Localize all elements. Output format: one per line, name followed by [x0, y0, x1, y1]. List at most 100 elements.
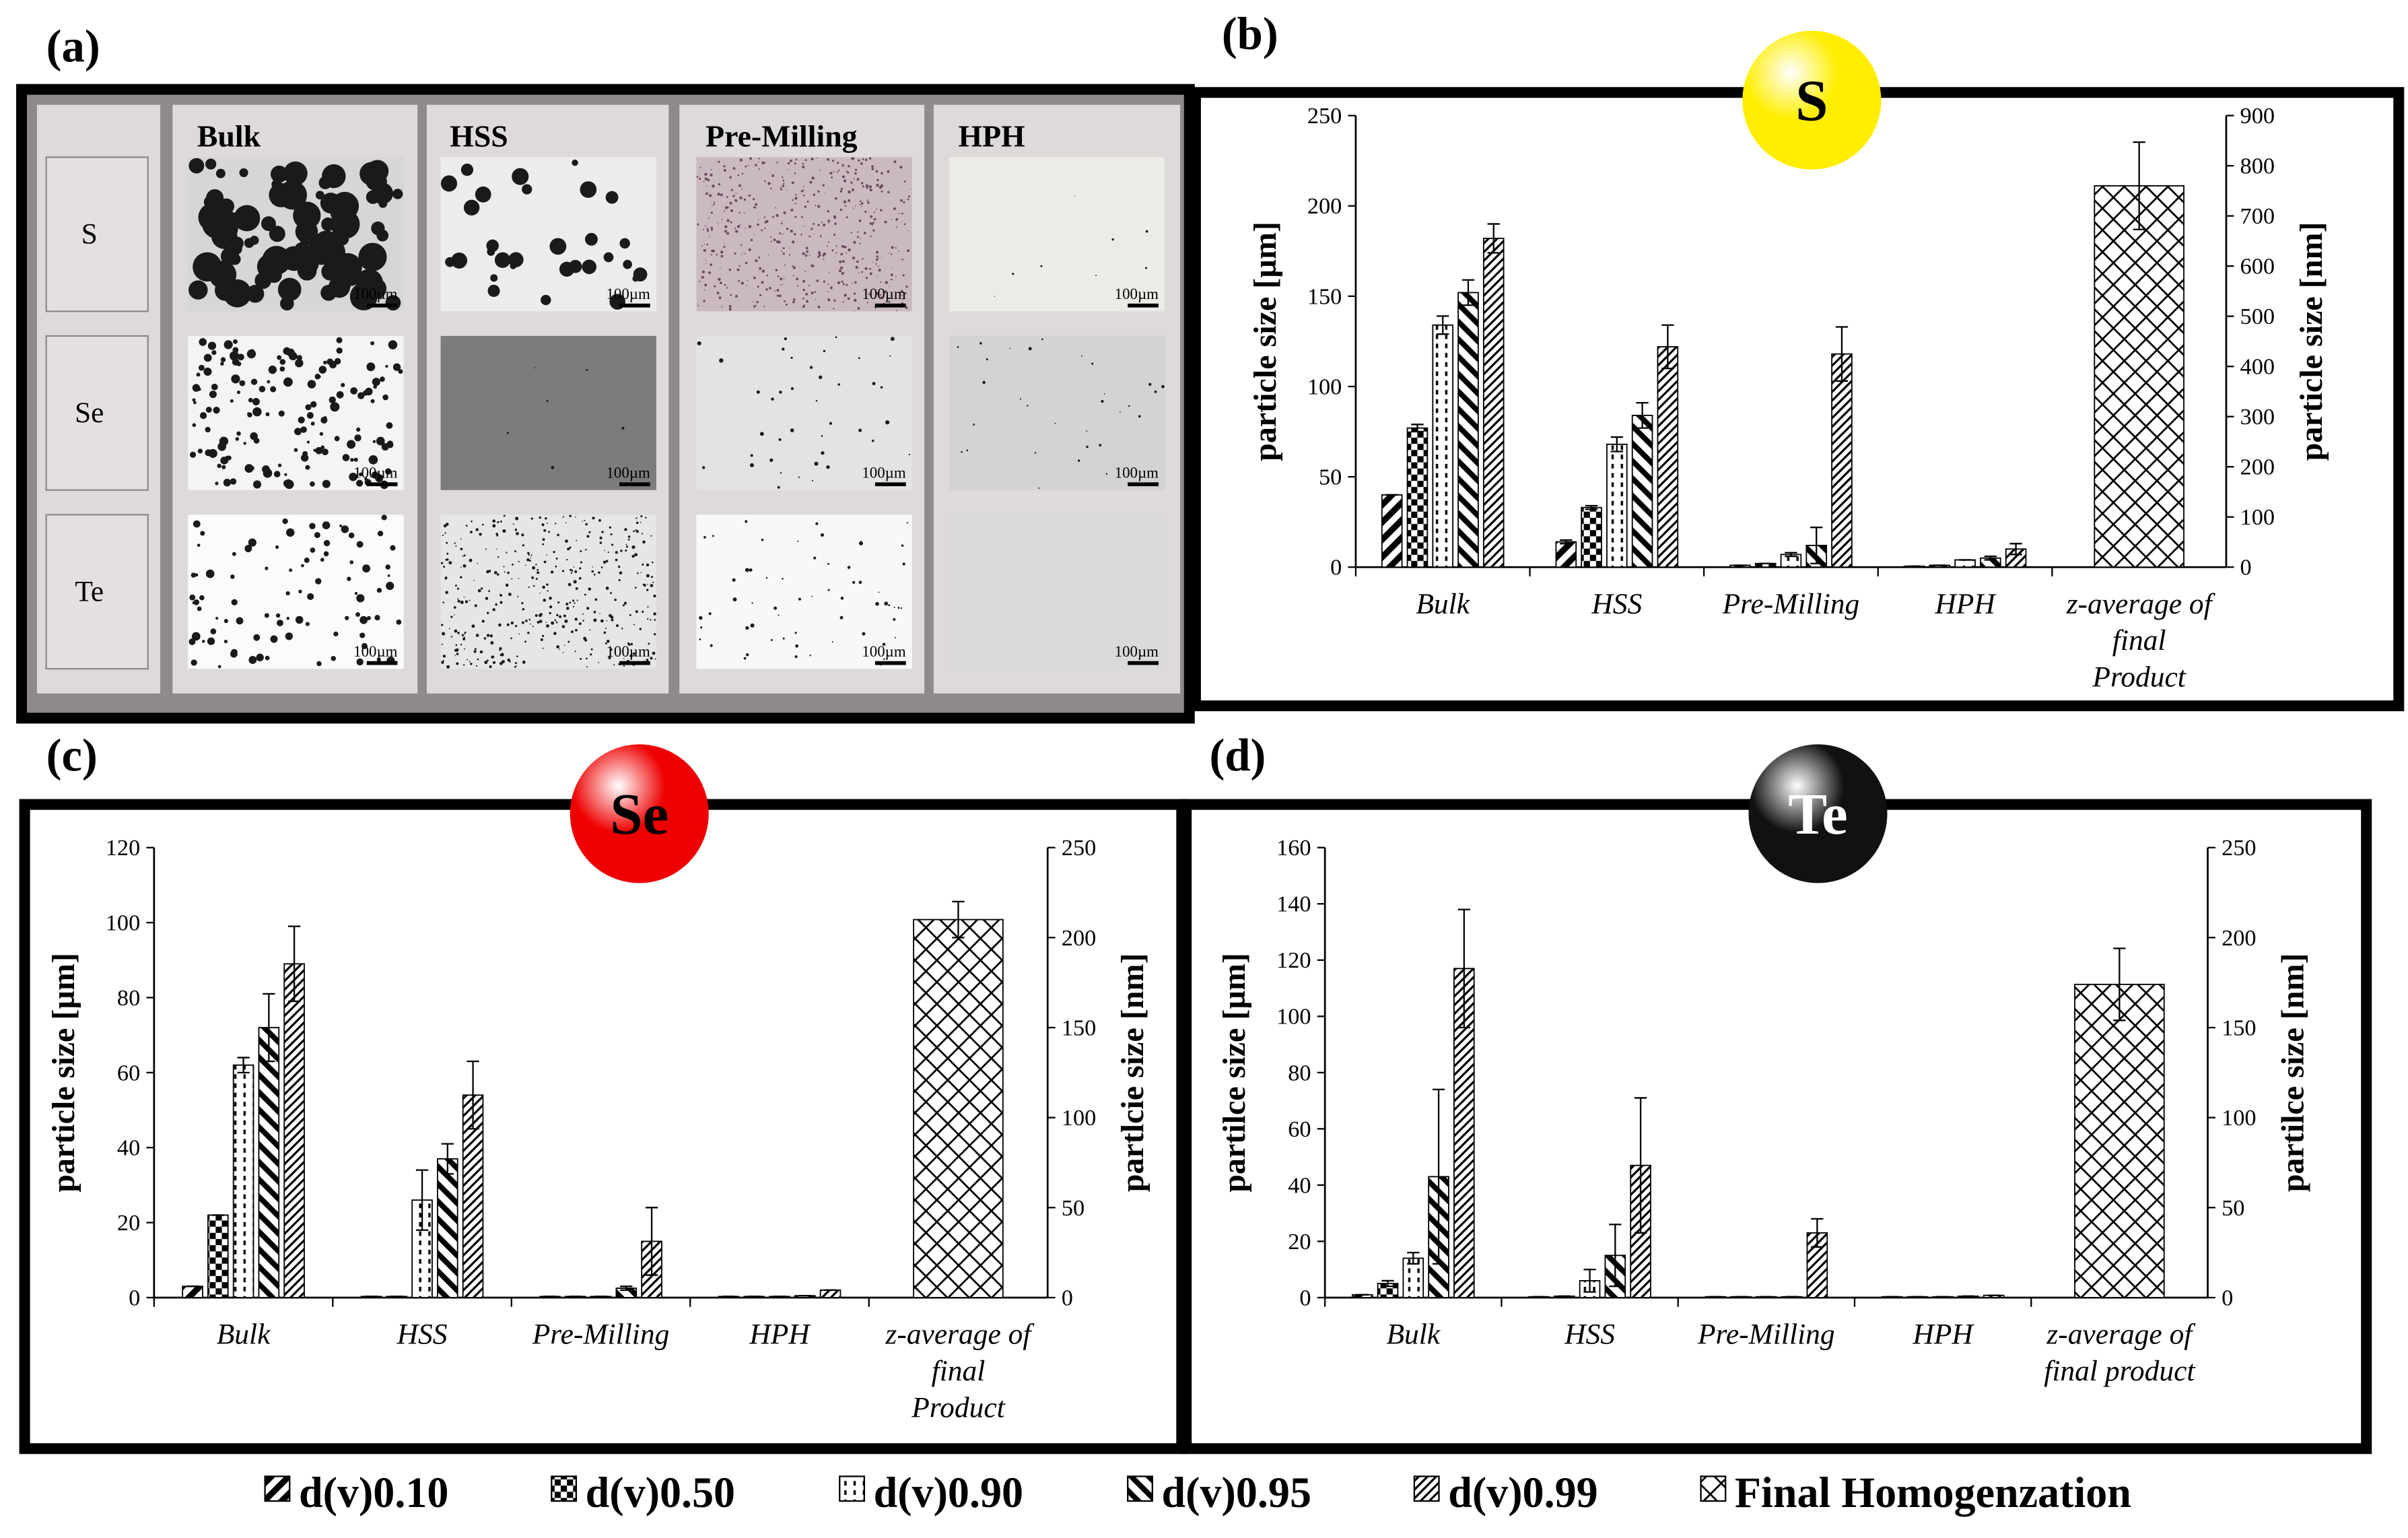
particle [758, 168, 760, 170]
particle [331, 656, 337, 661]
particle [877, 257, 879, 259]
particle [199, 412, 207, 420]
particle [580, 550, 582, 553]
particle [539, 620, 543, 624]
particle [806, 300, 809, 303]
particle [563, 644, 565, 646]
particle [806, 201, 809, 203]
particle [372, 440, 376, 444]
particle [556, 645, 559, 648]
particle [256, 254, 282, 279]
particle [517, 595, 519, 598]
particle [840, 187, 844, 190]
particle [620, 549, 623, 552]
particle [901, 544, 904, 547]
particle [704, 289, 706, 291]
bar [182, 1285, 203, 1298]
particle [586, 657, 588, 660]
particle [875, 170, 879, 173]
particle [463, 554, 466, 557]
particle [754, 234, 755, 236]
particle [755, 304, 757, 306]
particle [782, 637, 785, 640]
particle [815, 522, 819, 525]
particle [223, 478, 232, 487]
legend-swatch [551, 1475, 578, 1502]
particle [574, 650, 576, 653]
particle [500, 594, 502, 597]
particle [642, 583, 645, 586]
particle [502, 660, 505, 664]
particle [745, 520, 748, 523]
particle [506, 551, 508, 554]
particle [802, 297, 804, 300]
particle [765, 577, 768, 579]
particle [732, 578, 736, 582]
particle [584, 638, 588, 642]
particle [474, 648, 477, 650]
particle [555, 622, 558, 624]
particle [333, 631, 339, 637]
particle [646, 589, 649, 591]
particle [566, 559, 568, 561]
particle [492, 661, 496, 665]
particle [741, 188, 743, 190]
particle [817, 305, 821, 308]
particle [745, 165, 747, 168]
y-tick-label: 20 [1288, 1229, 1311, 1255]
particle [543, 560, 547, 564]
particle [323, 360, 327, 365]
micrograph [440, 335, 656, 490]
particle [809, 180, 813, 184]
error-bar [620, 1285, 633, 1291]
particle [256, 653, 264, 662]
particle [646, 583, 648, 585]
particle [891, 246, 894, 249]
particle [792, 265, 794, 267]
particle [796, 277, 799, 281]
particle [759, 267, 762, 270]
particle [833, 234, 836, 236]
scale-bar [874, 482, 906, 487]
particle [248, 397, 253, 403]
particle [1091, 362, 1094, 365]
micrograph [949, 335, 1165, 490]
particle [712, 535, 714, 537]
particle [495, 603, 497, 606]
particle [776, 294, 779, 297]
particle [763, 180, 766, 182]
particle [571, 570, 574, 572]
particle [574, 570, 578, 573]
particle [827, 298, 831, 302]
particle [817, 251, 821, 255]
particle [341, 525, 349, 533]
particle [1026, 405, 1029, 407]
particle [817, 205, 821, 208]
particle [454, 655, 456, 657]
particle [1086, 445, 1089, 448]
bar [207, 1214, 229, 1298]
particle [486, 659, 489, 662]
particle [819, 253, 821, 256]
particle [398, 369, 403, 374]
scale-bar [874, 303, 906, 308]
particle [247, 412, 252, 417]
legend-label: d(v)0.90 [874, 1469, 1023, 1516]
particle [582, 259, 597, 275]
particle [516, 665, 517, 667]
particle [199, 338, 207, 346]
particle [880, 209, 883, 211]
particle [267, 380, 271, 384]
particle [633, 530, 635, 533]
particle [901, 294, 903, 296]
particle [460, 600, 464, 604]
particle [646, 574, 650, 578]
particle [592, 566, 593, 568]
particle [221, 465, 226, 469]
error-bar [1432, 1088, 1445, 1265]
particle [289, 568, 293, 572]
particle [543, 529, 547, 532]
particle [207, 637, 215, 645]
particle [875, 258, 879, 261]
particle [236, 431, 241, 436]
